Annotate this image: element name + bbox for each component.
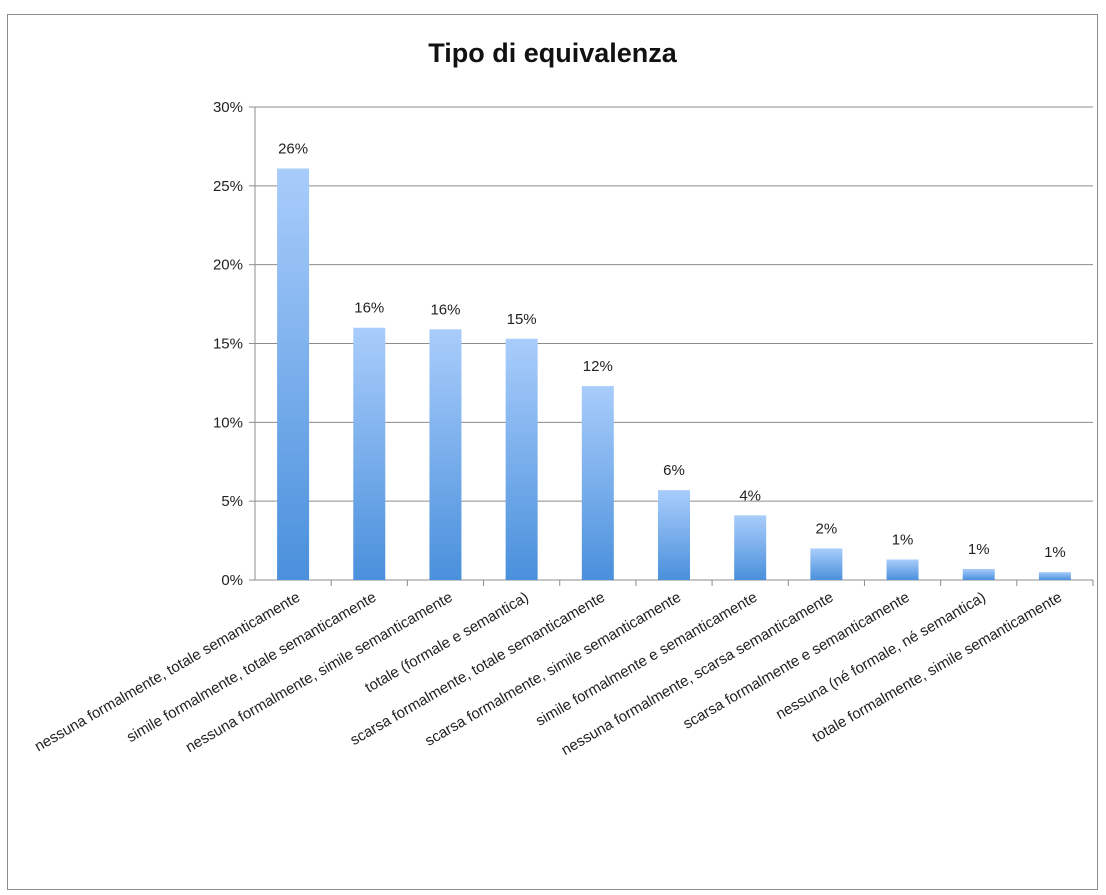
y-tick-label: 20% <box>213 257 243 274</box>
bar <box>658 490 690 580</box>
data-label: 26% <box>278 140 308 157</box>
data-label: 16% <box>354 300 384 317</box>
bar <box>429 329 462 580</box>
bar <box>353 327 386 580</box>
data-label: 1% <box>1044 544 1066 561</box>
chart-frame <box>7 14 1098 890</box>
data-label: 2% <box>816 520 838 537</box>
data-label: 1% <box>892 532 914 549</box>
data-label: 12% <box>583 358 613 375</box>
bar <box>1038 572 1071 580</box>
y-tick-label: 15% <box>213 336 243 353</box>
labels: 0% 5% 10% 15% 20% 25% 30% 26% nessuna formalment… <box>32 99 1066 759</box>
data-label: 1% <box>968 541 990 558</box>
data-label: 15% <box>507 311 537 328</box>
data-label: 4% <box>739 487 761 504</box>
data-label: 16% <box>430 301 460 318</box>
bar <box>277 168 310 581</box>
bar <box>505 338 538 580</box>
bar <box>886 559 919 580</box>
x-category-label: nessuna formalmente, simile semanticamen… <box>183 589 456 756</box>
x-category-label: nessuna formalmente, totale semanticamen… <box>32 589 303 755</box>
y-tick-label: 5% <box>221 493 243 510</box>
y-tick-label: 30% <box>213 99 243 116</box>
bar <box>581 386 614 580</box>
gridlines <box>255 106 1093 502</box>
bar <box>734 515 767 580</box>
y-tick-label: 0% <box>221 572 243 589</box>
bars <box>277 168 1071 581</box>
y-tick-label: 25% <box>213 178 243 195</box>
chart-title: Tipo di equivalenza <box>428 38 677 68</box>
y-tick-label: 10% <box>213 414 243 431</box>
x-category-label: nessuna formalmente, scarsa semanticamen… <box>559 589 837 759</box>
bar <box>962 568 995 580</box>
data-label: 6% <box>663 462 685 479</box>
bar <box>810 548 843 580</box>
